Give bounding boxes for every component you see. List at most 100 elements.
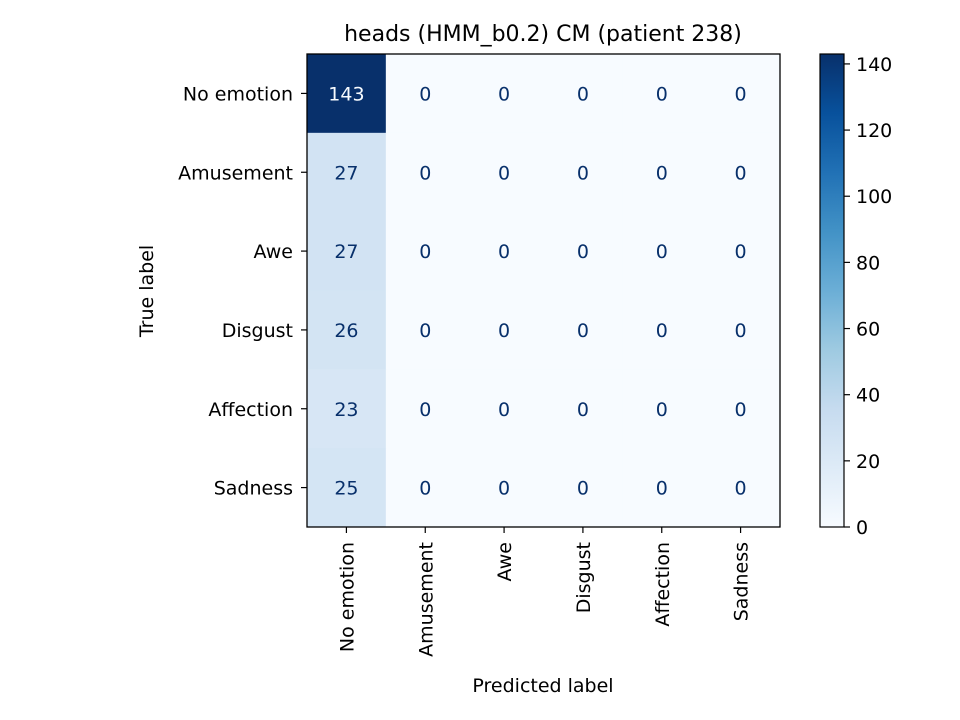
cell-value-label: 25: [334, 478, 358, 500]
cell-value-label: 0: [656, 478, 668, 500]
y-axis-label: True label: [136, 245, 158, 338]
y-tick-label: Awe: [254, 241, 293, 263]
x-tick-label: Sadness: [731, 542, 753, 621]
matrix-cell: [307, 132, 387, 213]
cell-value-label: 143: [328, 83, 364, 105]
colorbar-tick-label: 0: [856, 517, 868, 539]
matrix-cell: [307, 54, 387, 134]
cell-value-label: 0: [498, 83, 510, 105]
matrix-cell: [385, 290, 466, 370]
cell-value-label: 0: [735, 162, 747, 184]
y-tick-label: Sadness: [214, 478, 293, 500]
cell-value-label: 0: [735, 399, 747, 421]
matrix-cell: [701, 132, 781, 213]
matrix-cell: [385, 211, 466, 291]
cell-value-label: 0: [577, 241, 589, 263]
matrix-cell: [543, 132, 623, 213]
matrix-cell: [385, 448, 466, 528]
cell-value-label: 0: [577, 320, 589, 342]
matrix-cells: 143 0 0 0 0 0 27 0 0 0 0 0 27 0 0 0 0 0 26 0 0 0 0 0 23 0 0 0 0 0 25 0 0…: [307, 54, 781, 528]
cell-value-label: 0: [419, 478, 431, 500]
cell-value-label: 0: [419, 399, 431, 421]
matrix-cell: [622, 54, 702, 134]
matrix-cell: [701, 290, 781, 370]
cell-value-label: 0: [656, 241, 668, 263]
cell-value-label: 27: [334, 241, 358, 263]
colorbar-tick-label: 140: [856, 54, 892, 76]
matrix-cell: [701, 448, 781, 528]
matrix-cell: [543, 448, 623, 528]
x-tick-label: Amusement: [415, 542, 437, 657]
matrix-cell: [622, 211, 702, 291]
x-tick-label: Awe: [494, 542, 516, 581]
cell-value-label: 0: [577, 399, 589, 421]
matrix-cell: [464, 448, 544, 528]
cell-value-label: 0: [419, 241, 431, 263]
matrix-cell: [464, 132, 544, 213]
x-tick-label: Disgust: [573, 542, 595, 613]
cell-value-label: 0: [577, 83, 589, 105]
matrix-cell: [464, 369, 544, 449]
cell-value-label: 0: [498, 320, 510, 342]
colorbar-tick-label: 80: [856, 252, 880, 274]
colorbar-tick-label: 120: [856, 120, 892, 142]
matrix-cell: [701, 369, 781, 449]
matrix-cell: [464, 54, 544, 134]
matrix-cell: [464, 290, 544, 370]
cell-value-label: 0: [577, 162, 589, 184]
colorbar-gradient: [819, 53, 845, 528]
cell-value-label: 0: [498, 399, 510, 421]
matrix-cell: [307, 290, 387, 370]
chart-title: heads (HMM_b0.2) CM (patient 238): [344, 22, 742, 47]
cell-value-label: 0: [656, 320, 668, 342]
cell-value-label: 0: [498, 241, 510, 263]
y-tick-label: No emotion: [183, 83, 293, 105]
cell-value-label: 23: [334, 399, 358, 421]
matrix-cell: [543, 369, 623, 449]
matrix-cell: [307, 369, 387, 449]
cell-value-label: 0: [735, 83, 747, 105]
cell-value-label: 0: [735, 478, 747, 500]
colorbar-ticks: 0 20 40 60 80 100 120 140: [844, 54, 892, 539]
colorbar-tick-label: 40: [856, 385, 880, 407]
cell-value-label: 27: [334, 162, 358, 184]
colorbar-tick-label: 20: [856, 451, 880, 473]
axis-ticks: No emotion Amusement Awe Disgust Affection Sa…: [178, 83, 752, 656]
matrix-cell: [307, 448, 387, 528]
plot-frame: [306, 53, 781, 528]
matrix-cell: [543, 54, 623, 134]
cell-value-label: 0: [735, 320, 747, 342]
matrix-cell: [701, 211, 781, 291]
matrix-cell: [622, 448, 702, 528]
y-tick-label: Affection: [208, 399, 293, 421]
cell-value-label: 0: [419, 320, 431, 342]
cell-value-label: 0: [735, 241, 747, 263]
cell-value-label: 0: [656, 83, 668, 105]
matrix-cell: [307, 211, 387, 291]
x-tick-label: Affection: [652, 542, 674, 627]
cell-value-label: 0: [419, 83, 431, 105]
cell-value-label: 0: [656, 399, 668, 421]
cell-value-label: 26: [334, 320, 358, 342]
matrix-cell: [385, 54, 466, 134]
matrix-cell: [543, 290, 623, 370]
y-tick-label: Disgust: [222, 320, 293, 342]
matrix-cell: [622, 369, 702, 449]
colorbar-tick-label: 60: [856, 319, 880, 341]
cell-value-label: 0: [419, 162, 431, 184]
matrix-cell: [385, 369, 466, 449]
cell-value-label: 0: [498, 162, 510, 184]
matrix-cell: [385, 132, 466, 213]
cell-value-label: 0: [577, 478, 589, 500]
cell-value-label: 0: [498, 478, 510, 500]
cell-value-label: 0: [656, 162, 668, 184]
x-tick-label: No emotion: [336, 542, 358, 652]
colorbar-tick-label: 100: [856, 186, 892, 208]
matrix-cell: [543, 211, 623, 291]
matrix-cell: [701, 54, 781, 134]
matrix-cell: [622, 132, 702, 213]
colorbar: 0 20 40 60 80 100 120 140: [819, 53, 892, 539]
x-axis-label: Predicted label: [472, 675, 613, 697]
matrix-cell: [464, 211, 544, 291]
